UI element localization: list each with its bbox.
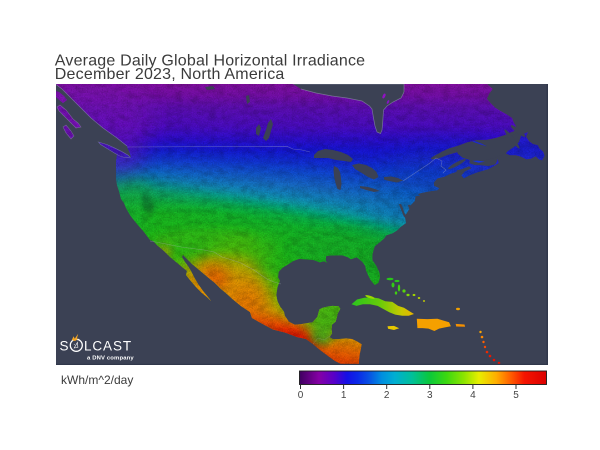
svg-text:December 2023, North America: December 2023, North America: [55, 66, 285, 83]
svg-text:Average Daily Global Horizonta: Average Daily Global Horizontal Irradian…: [55, 52, 365, 69]
svg-text:S: S: [60, 338, 70, 353]
svg-text:5: 5: [513, 390, 519, 401]
svg-text:4: 4: [470, 390, 476, 401]
svg-text:a DNV company: a DNV company: [87, 355, 134, 361]
svg-text:kWh/m^2/day: kWh/m^2/day: [61, 373, 133, 387]
svg-text:LCAST: LCAST: [84, 338, 132, 353]
svg-text:2: 2: [384, 390, 390, 401]
svg-text:0: 0: [298, 390, 304, 401]
svg-text:3: 3: [427, 390, 433, 401]
svg-text:1: 1: [341, 390, 347, 401]
